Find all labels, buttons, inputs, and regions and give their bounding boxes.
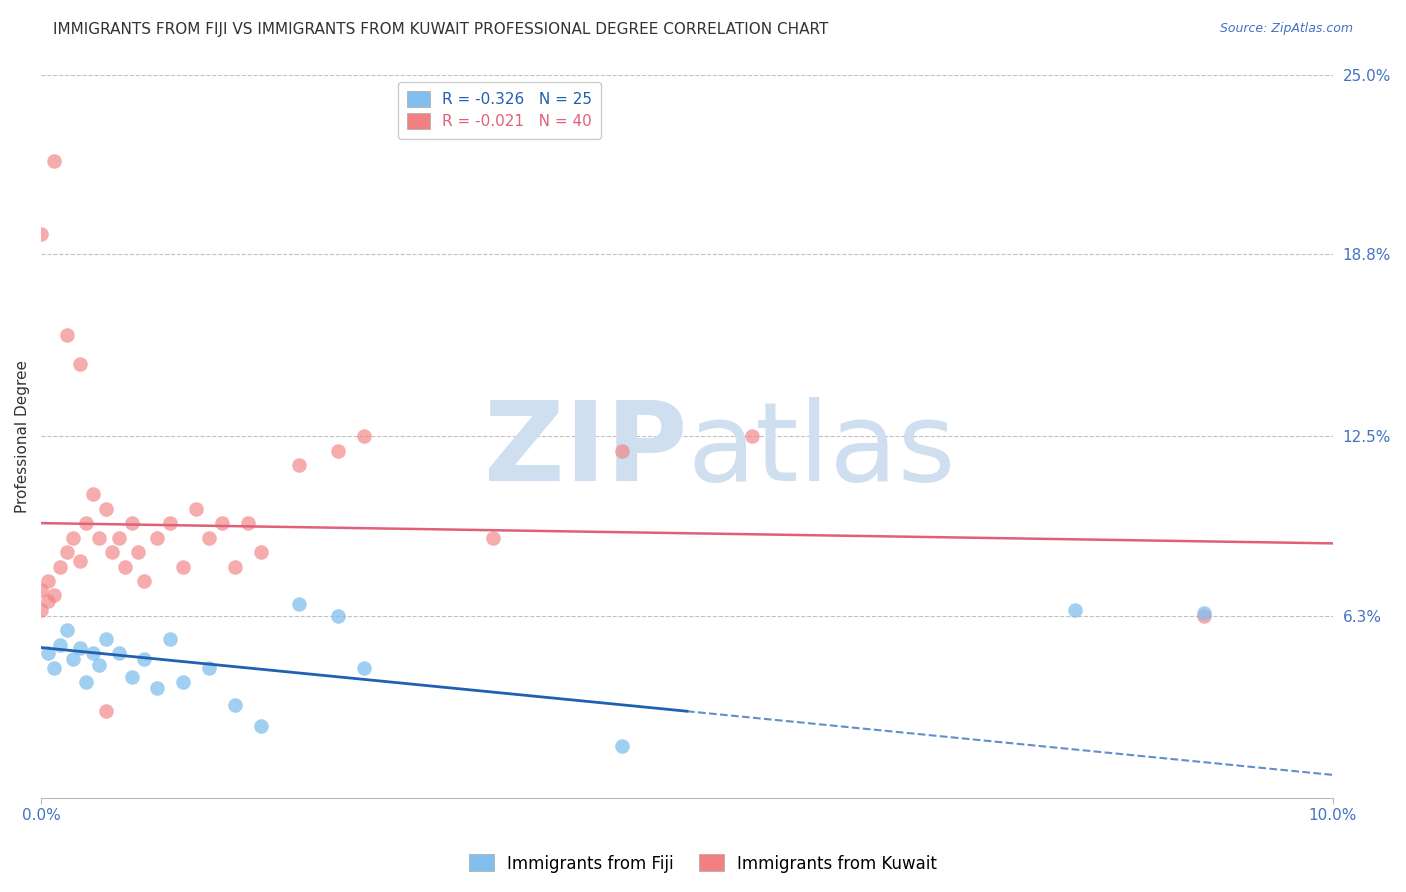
- Point: [89, 657, 111, 672]
- Point: [146, 531, 169, 545]
- Point: [159, 632, 181, 646]
- Point: [89, 531, 111, 545]
- Point: [741, 429, 763, 443]
- Point: [353, 661, 375, 675]
- Point: [1192, 608, 1215, 623]
- Point: [198, 661, 221, 675]
- Point: [172, 675, 194, 690]
- Point: [37, 646, 59, 660]
- Point: [172, 559, 194, 574]
- Point: [114, 559, 136, 574]
- Point: [121, 516, 143, 530]
- Legend: R = -0.326   N = 25, R = -0.021   N = 40: R = -0.326 N = 25, R = -0.021 N = 40: [398, 82, 600, 138]
- Point: [37, 594, 59, 608]
- Point: [328, 608, 350, 623]
- Point: [101, 545, 124, 559]
- Point: [1063, 603, 1085, 617]
- Point: [134, 574, 156, 588]
- Point: [184, 501, 207, 516]
- Point: [42, 154, 65, 169]
- Point: [62, 531, 84, 545]
- Point: [30, 227, 52, 241]
- Point: [134, 652, 156, 666]
- Point: [127, 545, 149, 559]
- Point: [62, 652, 84, 666]
- Point: [612, 443, 634, 458]
- Point: [249, 545, 271, 559]
- Y-axis label: Professional Degree: Professional Degree: [15, 359, 30, 513]
- Point: [1192, 606, 1215, 620]
- Point: [56, 545, 79, 559]
- Text: IMMIGRANTS FROM FIJI VS IMMIGRANTS FROM KUWAIT PROFESSIONAL DEGREE CORRELATION C: IMMIGRANTS FROM FIJI VS IMMIGRANTS FROM …: [53, 22, 828, 37]
- Point: [328, 443, 350, 458]
- Point: [37, 574, 59, 588]
- Point: [49, 638, 72, 652]
- Text: atlas: atlas: [688, 397, 956, 504]
- Point: [94, 704, 117, 718]
- Point: [30, 603, 52, 617]
- Point: [75, 675, 97, 690]
- Point: [288, 458, 311, 473]
- Point: [49, 559, 72, 574]
- Point: [482, 531, 505, 545]
- Point: [146, 681, 169, 695]
- Point: [82, 487, 104, 501]
- Point: [612, 739, 634, 753]
- Point: [75, 516, 97, 530]
- Point: [69, 640, 91, 655]
- Point: [224, 559, 246, 574]
- Point: [56, 624, 79, 638]
- Legend: Immigrants from Fiji, Immigrants from Kuwait: Immigrants from Fiji, Immigrants from Ku…: [463, 847, 943, 880]
- Point: [211, 516, 233, 530]
- Point: [249, 719, 271, 733]
- Point: [56, 328, 79, 343]
- Point: [224, 698, 246, 713]
- Point: [121, 669, 143, 683]
- Point: [94, 632, 117, 646]
- Point: [69, 357, 91, 371]
- Point: [107, 531, 129, 545]
- Point: [42, 661, 65, 675]
- Point: [159, 516, 181, 530]
- Point: [353, 429, 375, 443]
- Point: [42, 589, 65, 603]
- Point: [69, 554, 91, 568]
- Point: [30, 582, 52, 597]
- Point: [236, 516, 259, 530]
- Point: [82, 646, 104, 660]
- Point: [288, 597, 311, 611]
- Point: [107, 646, 129, 660]
- Text: Source: ZipAtlas.com: Source: ZipAtlas.com: [1219, 22, 1353, 36]
- Point: [94, 501, 117, 516]
- Point: [198, 531, 221, 545]
- Text: ZIP: ZIP: [484, 397, 688, 504]
